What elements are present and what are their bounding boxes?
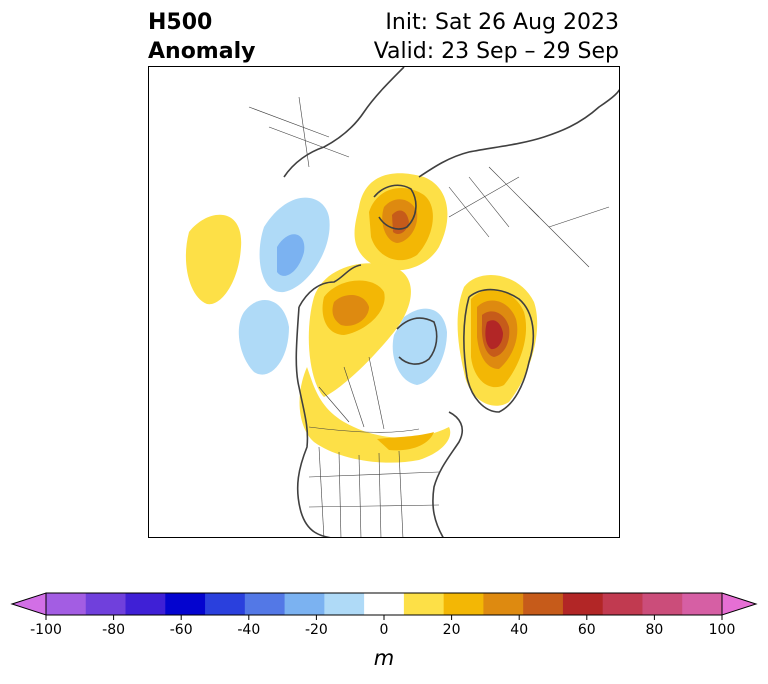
anomaly-map	[185, 67, 619, 537]
border-us-canada	[308, 426, 420, 433]
colorbar-tick-label: -100	[30, 622, 62, 635]
colorbar-bin	[284, 593, 325, 615]
colorbar-tick-label: -80	[102, 622, 125, 635]
border-canada-provinces-2	[343, 366, 365, 428]
border-us-states-7	[308, 504, 440, 508]
border-asia-2	[248, 106, 330, 138]
colorbar-tick-label: -60	[170, 622, 193, 635]
colorbar-bin	[324, 593, 365, 615]
anomaly-gulf-alaska-negative	[238, 300, 289, 375]
coastlines	[283, 67, 619, 537]
colorbar-bin	[523, 593, 564, 615]
valid-range: Valid: 23 Sep – 29 Sep	[373, 39, 619, 64]
coastline-north-america-west	[295, 306, 331, 537]
anomaly-beaufort-positive-3	[332, 295, 369, 326]
colorbar-bin	[46, 593, 87, 615]
colorbar-tick-label: 40	[510, 622, 528, 635]
colorbar-tick-label: 60	[578, 622, 596, 635]
coastline-europe	[418, 89, 619, 178]
colorbar-bin	[364, 593, 405, 615]
colorbar-bin	[602, 593, 643, 615]
coastline-greenland	[463, 288, 535, 413]
title-field: Anomaly	[148, 39, 256, 64]
border-canada-provinces-1	[318, 386, 350, 423]
border-us-states-3	[358, 454, 362, 537]
colorbar-tick-label: 80	[645, 622, 663, 635]
anomaly-canada-us-positive-2	[377, 432, 434, 451]
colorbar-extend-low	[10, 592, 47, 616]
border-africa-1	[528, 206, 590, 268]
border-europe-1	[448, 186, 490, 238]
coastline-alaska	[298, 264, 362, 308]
border-us-states-1	[318, 446, 325, 537]
title-right: Init: Sat 26 Aug 2023 Valid: 23 Sep – 29…	[374, 8, 619, 66]
colorbar-tick-label: 20	[443, 622, 461, 635]
colorbar-tick-label: 0	[380, 622, 389, 635]
colorbar-extend-high	[721, 592, 758, 616]
colorbar-bin	[165, 593, 206, 615]
colorbar-tick-label: -20	[305, 622, 328, 635]
border-canada-provinces-3	[368, 356, 385, 430]
border-us-states-5	[398, 450, 404, 537]
map-panel	[148, 66, 620, 538]
colorbar-ticks: -100 -80 -60 -40 -20 0 20 40 60 80 100	[30, 615, 735, 635]
border-africa-2	[548, 206, 610, 228]
border-europe-2	[468, 176, 510, 228]
coastline-hudson-bay	[396, 317, 438, 365]
colorbar-bins	[10, 592, 758, 616]
political-borders	[248, 96, 610, 537]
anomaly-pacific-positive	[185, 214, 242, 305]
colorbar-bin	[244, 593, 286, 615]
title-variable: H500	[148, 10, 213, 35]
colorbar-bin	[682, 593, 723, 615]
colorbar-bin	[403, 593, 445, 615]
colorbar-bin	[642, 593, 683, 615]
colorbar-tick-label: -40	[237, 622, 260, 635]
colorbar-bin	[85, 593, 127, 615]
colorbar-bin	[562, 593, 604, 615]
coastline-north-america-east	[432, 411, 464, 537]
border-us-states-4	[378, 452, 382, 537]
border-asia-3	[298, 96, 310, 168]
title-left: H500 Anomaly	[148, 8, 255, 66]
colorbar-tick-label: 100	[709, 622, 736, 635]
colorbar-unit-label: m	[373, 646, 395, 670]
anomaly-siberia-negative-core	[277, 234, 305, 276]
colorbar-bin	[205, 593, 246, 615]
anomaly-greenland-positive-core	[485, 320, 503, 350]
colorbar-bin	[443, 593, 484, 615]
border-us-states-6	[308, 471, 440, 478]
colorbar-bin	[483, 593, 524, 615]
coastline-asia	[283, 67, 405, 178]
init-date: Init: Sat 26 Aug 2023	[385, 10, 619, 35]
colorbar-bin	[125, 593, 166, 615]
coastline-scandinavia	[373, 184, 417, 230]
anomaly-shading	[185, 173, 538, 463]
border-europe-4	[448, 176, 520, 218]
border-us-states-2	[338, 451, 342, 537]
colorbar: -100 -80 -60 -40 -20 0 20 40 60 80 100	[10, 592, 758, 635]
border-asia-1	[268, 126, 350, 158]
anomaly-hudson-negative	[392, 308, 447, 385]
